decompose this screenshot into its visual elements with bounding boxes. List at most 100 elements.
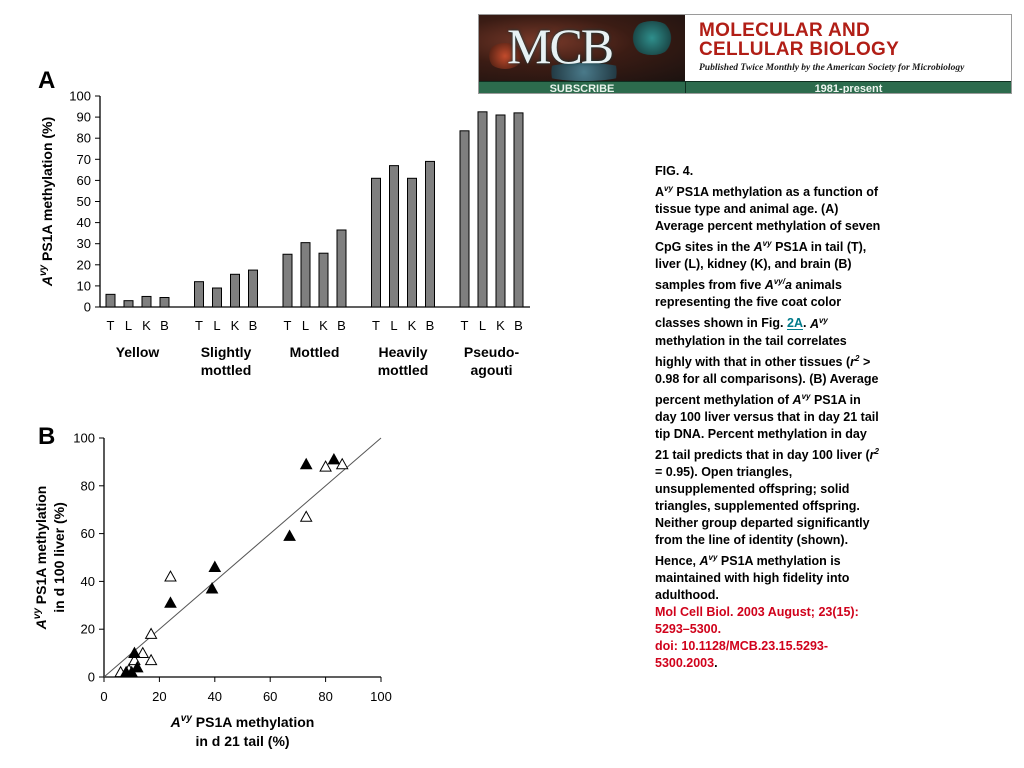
panel-a-y-tick-label: 0	[84, 300, 91, 315]
open-triangle-point	[136, 646, 150, 658]
logo-cell-image-red	[487, 43, 523, 69]
tissue-label: L	[125, 318, 132, 333]
solid-triangle-point	[327, 452, 341, 465]
panel-b-y-axis-label-line2: in d 100 liver (%)	[51, 502, 67, 612]
panel-b-y-tick-label: 60	[81, 526, 95, 541]
panel-a-y-tick-label: 80	[77, 131, 91, 146]
caption-r-squared-1: r2	[850, 353, 860, 369]
open-triangle-point	[144, 653, 158, 666]
caption-r-squared-2: r2	[869, 446, 879, 463]
panel-b-x-axis-label-line1: Avy PS1A methylation	[170, 713, 315, 730]
panel-a-y-tick-label: 60	[77, 173, 91, 188]
caption-fig-link[interactable]: 2A	[787, 316, 803, 331]
panel-b-x-tick-label: 0	[100, 689, 107, 704]
open-triangle-point	[164, 570, 177, 582]
panel-b-x-tick-label: 60	[263, 689, 277, 704]
bar-t-group-5	[459, 130, 470, 308]
journal-banner[interactable]: MCB SUBSCRIBE MOLECULAR AND CELLULAR BIO…	[478, 14, 1012, 94]
panel-a-y-tick-label: 30	[77, 236, 91, 251]
panel-b-label: B	[38, 423, 55, 450]
journal-title: MOLECULAR AND CELLULAR BIOLOGY	[699, 21, 899, 59]
journal-title-line1: MOLECULAR AND	[699, 20, 871, 41]
bar-k-group-1	[141, 295, 152, 308]
tissue-label: L	[390, 318, 397, 333]
subscribe-button[interactable]: SUBSCRIBE	[479, 81, 685, 93]
caption-text-1: PS1A methylation as a function of tissue…	[655, 185, 881, 255]
identity-line	[103, 437, 382, 678]
caption-text-5: > 0.98 for all comparisons). (B) Average…	[655, 354, 879, 407]
bar-k-group-3	[318, 252, 329, 308]
figure-caption: FIG. 4. Avy PS1A methylation as a functi…	[655, 163, 883, 672]
tissue-label: B	[160, 318, 169, 333]
caption-text-2: PS1A in tail (T), liver (L), kidney (K),…	[655, 240, 867, 293]
caption-allele-4: Avy	[792, 391, 811, 407]
panel-b-y-axis-label-line1: Avy PS1A methylation	[32, 486, 49, 631]
bar-b-group-3	[336, 229, 347, 308]
solid-triangle-point	[130, 660, 144, 673]
panel-b-y-tick-label: 100	[73, 431, 95, 446]
group-label: Pseudo-	[464, 344, 520, 360]
tissue-label: B	[426, 318, 435, 333]
caption-fig-label: FIG. 4.	[655, 164, 694, 178]
logo-cell-image-blue	[539, 63, 629, 81]
tissue-label: L	[213, 318, 220, 333]
solid-triangle-point	[283, 529, 296, 541]
panel-a-y-tick-label: 20	[77, 257, 91, 272]
bar-t-group-1	[105, 293, 116, 308]
tissue-label: K	[319, 318, 328, 333]
panel-a-y-axis-label: Avy PS1A methylation (%)	[38, 117, 55, 287]
open-triangle-point	[319, 460, 332, 472]
panel-b-x-tick-label: 100	[370, 689, 392, 704]
mcb-logo[interactable]: MCB	[479, 15, 685, 81]
tissue-label: B	[337, 318, 346, 333]
panel-b-y-tick-label: 0	[88, 670, 95, 685]
bar-b-group-1	[159, 297, 170, 308]
logo-text: MCB	[507, 18, 614, 74]
panel-b-y-tick-label: 20	[81, 622, 95, 637]
caption-genotype: Avy/a	[764, 277, 792, 293]
bar-t-group-4	[371, 177, 381, 308]
tissue-label: L	[302, 318, 309, 333]
group-label: agouti	[471, 362, 513, 378]
tissue-label: K	[496, 318, 505, 333]
caption-body: Avy PS1A methylation as a function of ti…	[655, 184, 881, 603]
tissue-label: B	[249, 318, 258, 333]
group-label: Yellow	[116, 344, 160, 360]
open-triangle-point	[144, 627, 158, 639]
panel-a-y-tick-label: 40	[77, 215, 91, 230]
bar-k-group-5	[495, 114, 506, 308]
caption-allele-2: Avy	[753, 239, 772, 255]
tissue-label: L	[479, 318, 486, 333]
citation-doi-link[interactable]: doi: 10.1128/MCB.23.15.5293-5300.2003	[655, 639, 829, 671]
solid-triangle-point	[205, 582, 219, 594]
group-label: mottled	[201, 362, 252, 378]
tissue-label: T	[372, 318, 380, 333]
panel-a-y-tick-label: 90	[77, 110, 91, 125]
caption-text-8: PS1A methylation is maintained with high…	[655, 554, 850, 603]
panel-a-y-tick-label: 100	[69, 89, 91, 104]
journal-tagline: Published Twice Monthly by the American …	[699, 63, 965, 73]
solid-triangle-point	[208, 560, 222, 572]
caption-allele: Avy	[655, 184, 673, 200]
tissue-label: T	[461, 318, 469, 333]
panel-a-label: A	[38, 67, 55, 94]
bar-l-group-5	[477, 111, 488, 308]
caption-allele-3: Avy	[809, 315, 828, 331]
bar-b-group-4	[425, 160, 435, 308]
bar-l-group-4	[389, 165, 399, 308]
group-label: Slightly	[201, 344, 252, 360]
panel-b-x-tick-label: 20	[152, 689, 166, 704]
caption-allele-5: Avy	[699, 553, 718, 569]
citation-journal: Mol Cell Biol. 2003 August; 23(15): 5293…	[655, 605, 859, 637]
bar-l-group-1	[123, 300, 134, 308]
caption-text-4: methylation in the tail correlates highl…	[655, 333, 851, 369]
tissue-label: T	[284, 318, 292, 333]
tissue-label: T	[195, 318, 203, 333]
panel-b-y-tick-label: 80	[81, 478, 95, 493]
bar-l-group-2	[212, 287, 222, 308]
bar-b-group-5	[513, 112, 524, 308]
bar-k-group-2	[230, 273, 240, 308]
open-triangle-point	[299, 510, 313, 522]
panel-a-y-tick-label: 70	[77, 152, 91, 167]
group-label: Heavily	[378, 344, 427, 360]
